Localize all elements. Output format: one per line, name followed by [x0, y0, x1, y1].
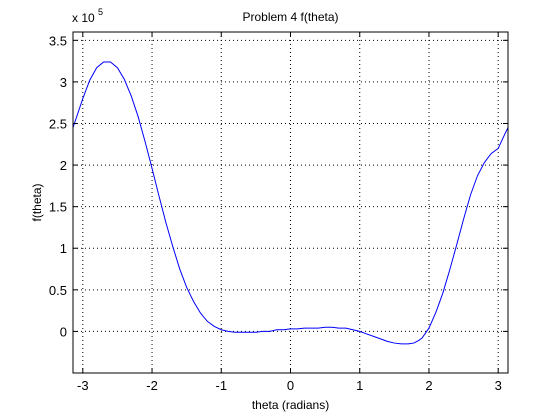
axis-ticks	[73, 32, 508, 373]
y-tick-label: 2.5	[49, 116, 67, 131]
y-exponent-prefix: x 10	[72, 11, 95, 25]
y-tick-label: 0	[60, 324, 67, 339]
x-tick-label: -2	[146, 378, 158, 393]
x-tick-label: 0	[287, 378, 294, 393]
chart-title: Problem 4 f(theta)	[242, 10, 338, 24]
y-tick-label: 3	[60, 75, 67, 90]
x-tick-label: 1	[356, 378, 363, 393]
series-line	[72, 61, 509, 345]
y-tick-label: 3.5	[49, 33, 67, 48]
x-tick-label: -1	[215, 378, 227, 393]
data-series	[72, 61, 509, 345]
y-tick-label: 1	[60, 241, 67, 256]
x-tick-label: 3	[495, 378, 502, 393]
y-tick-label: 2	[60, 158, 67, 173]
y-tick-label: 0.5	[49, 283, 67, 298]
y-axis-label: f(theta)	[30, 183, 44, 221]
grid-lines	[73, 32, 508, 373]
x-tick-label: -3	[77, 378, 89, 393]
x-axis-label: theta (radians)	[252, 398, 329, 412]
plot-area	[73, 32, 508, 373]
y-exponent-power: 5	[98, 7, 103, 17]
y-tick-label: 1.5	[49, 200, 67, 215]
tick-labels: -3 -2 -1 0 1 2 3 0 0.5 1 1.5 2 2.5 3 3.5	[49, 33, 502, 393]
x-tick-label: 2	[425, 378, 432, 393]
